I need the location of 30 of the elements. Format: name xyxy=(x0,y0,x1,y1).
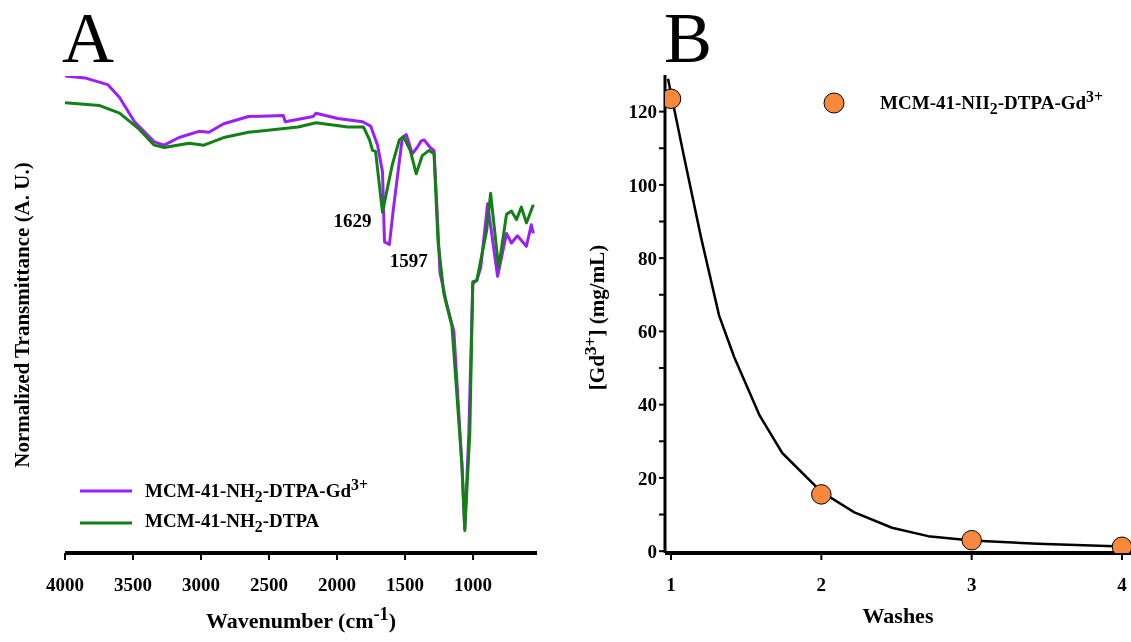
x-tick-label: 1500 xyxy=(386,574,425,596)
y-tick-label: 40 xyxy=(638,394,657,416)
point xyxy=(811,484,832,505)
x-tick-label: 3500 xyxy=(114,574,153,596)
x-tick-label: 3 xyxy=(966,574,977,596)
y-tick-label: 100 xyxy=(628,174,657,196)
y-tick-label: 60 xyxy=(638,321,657,343)
x-tick-label: 4 xyxy=(1117,574,1128,596)
x-axis-title: Washes xyxy=(861,603,935,629)
y-tick-label: 20 xyxy=(638,467,657,489)
x-tick-label: 4000 xyxy=(46,574,84,596)
annotation: 1629 xyxy=(333,209,372,231)
y-tick-label: 0 xyxy=(647,540,657,562)
legend-label: MCM-41-NII$_{2}$-DTPA-Gd$^{3+}$ xyxy=(880,87,1103,119)
x-tick-label: 1000 xyxy=(454,574,493,596)
annotation: 1597 xyxy=(389,250,429,272)
y-tick-label: 80 xyxy=(638,247,657,269)
x-tick-label: 2000 xyxy=(318,574,357,596)
legend-label: MCM-41-NH$_{2}$-DTPA xyxy=(145,510,320,536)
point xyxy=(961,529,982,551)
x-tick-label: 3000 xyxy=(182,574,221,596)
x-tick-label: 2 xyxy=(816,574,827,596)
y-axis-title: Normalized Transmittance (A. U.) xyxy=(9,160,35,470)
chart-title: B xyxy=(664,0,713,78)
x-axis-title: Wavenumber (cm$^{-1}$) xyxy=(204,603,398,635)
x-tick-label: 1 xyxy=(666,574,676,596)
y-tick-label: 120 xyxy=(628,101,657,123)
chart-title: A xyxy=(62,0,114,78)
x-tick-label: 2500 xyxy=(250,574,289,596)
legend-label: MCM-41-NH$_{2}$-DTPA-Gd$^{3+}$ xyxy=(145,475,368,507)
